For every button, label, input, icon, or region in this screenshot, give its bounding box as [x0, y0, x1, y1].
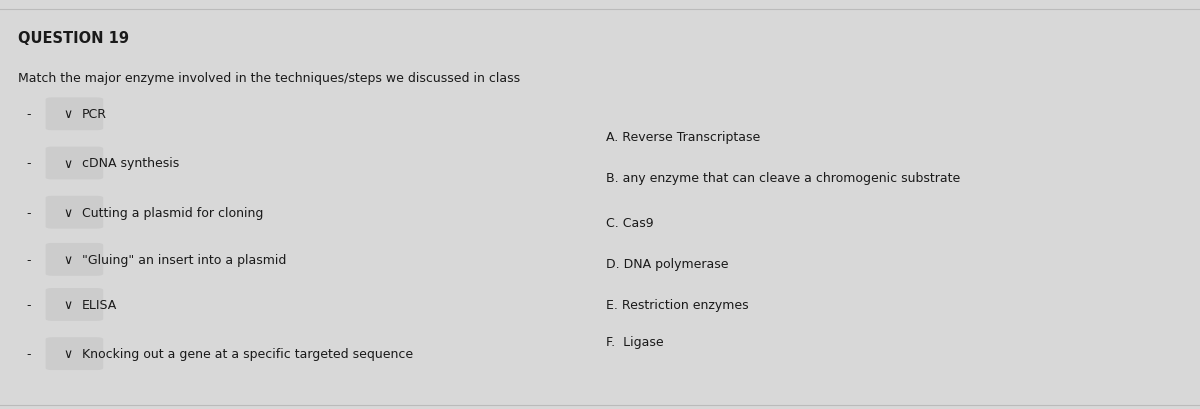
FancyBboxPatch shape — [46, 337, 103, 370]
Text: ∨: ∨ — [64, 206, 73, 219]
Text: -: - — [26, 206, 31, 219]
Text: A. Reverse Transcriptase: A. Reverse Transcriptase — [606, 130, 761, 144]
Text: -: - — [26, 347, 31, 360]
Text: Cutting a plasmid for cloning: Cutting a plasmid for cloning — [82, 206, 263, 219]
Text: C. Cas9: C. Cas9 — [606, 216, 654, 229]
Text: cDNA synthesis: cDNA synthesis — [82, 157, 179, 170]
Text: ∨: ∨ — [64, 253, 73, 266]
FancyBboxPatch shape — [46, 196, 103, 229]
FancyBboxPatch shape — [46, 147, 103, 180]
FancyBboxPatch shape — [46, 288, 103, 321]
FancyBboxPatch shape — [46, 98, 103, 131]
Text: "Gluing" an insert into a plasmid: "Gluing" an insert into a plasmid — [82, 253, 286, 266]
Text: ∨: ∨ — [64, 298, 73, 311]
Text: -: - — [26, 108, 31, 121]
Text: -: - — [26, 157, 31, 170]
Text: -: - — [26, 253, 31, 266]
Text: ∨: ∨ — [64, 108, 73, 121]
Text: D. DNA polymerase: D. DNA polymerase — [606, 257, 728, 270]
Text: QUESTION 19: QUESTION 19 — [18, 31, 130, 46]
Text: ELISA: ELISA — [82, 298, 116, 311]
Text: Knocking out a gene at a specific targeted sequence: Knocking out a gene at a specific target… — [82, 347, 413, 360]
FancyBboxPatch shape — [46, 243, 103, 276]
Text: E. Restriction enzymes: E. Restriction enzymes — [606, 298, 749, 311]
Text: F.  Ligase: F. Ligase — [606, 335, 664, 348]
Text: -: - — [26, 298, 31, 311]
Text: PCR: PCR — [82, 108, 107, 121]
Text: B. any enzyme that can cleave a chromogenic substrate: B. any enzyme that can cleave a chromoge… — [606, 171, 960, 184]
Text: ∨: ∨ — [64, 347, 73, 360]
Text: Match the major enzyme involved in the techniques/steps we discussed in class: Match the major enzyme involved in the t… — [18, 72, 520, 85]
Text: ∨: ∨ — [64, 157, 73, 170]
